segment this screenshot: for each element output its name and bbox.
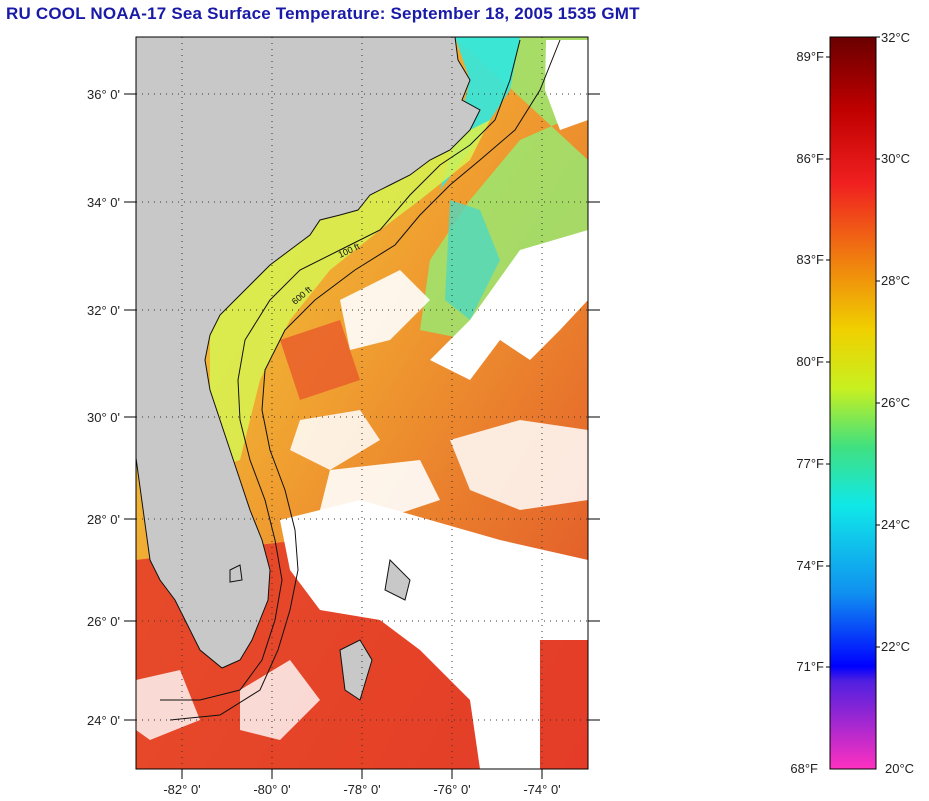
lat-label: 26° 0' <box>87 614 120 629</box>
sst-field <box>136 37 588 769</box>
lat-label: 34° 0' <box>87 195 120 210</box>
colorbar-f-label: 86°F <box>796 151 824 166</box>
colorbar-c-label: 30°C <box>881 151 910 166</box>
colorbar <box>829 36 877 770</box>
colorbar-f-label: 71°F <box>796 659 824 674</box>
colorbar-c-label: 20°C <box>885 761 914 776</box>
cool-eddy <box>445 200 500 320</box>
lat-label: 24° 0' <box>87 713 120 728</box>
lat-label: 32° 0' <box>87 303 120 318</box>
colorbar-c-label: 24°C <box>881 517 910 532</box>
us-mainland <box>136 37 481 669</box>
isobath-600ft <box>169 39 561 721</box>
lat-label: 28° 0' <box>87 512 120 527</box>
colorbar-c-label: 32°C <box>881 30 910 45</box>
lon-label: -76° 0' <box>433 782 470 797</box>
graticule <box>136 37 588 769</box>
colorbar-ticks <box>826 36 880 668</box>
map-title: RU COOL NOAA-17 Sea Surface Temperature:… <box>6 4 640 23</box>
colorbar-f-label: 77°F <box>796 456 824 471</box>
bahamas-islands <box>229 558 411 701</box>
lon-label: -78° 0' <box>343 782 380 797</box>
colorbar-c-label: 26°C <box>881 395 910 410</box>
inner-shelf-water <box>210 120 490 470</box>
colorbar-c-label: 22°C <box>881 639 910 654</box>
colorbar-f-label: 68°F <box>790 761 818 776</box>
lon-label: -82° 0' <box>163 782 200 797</box>
colorbar-f-label: 74°F <box>796 558 824 573</box>
lon-label: -74° 0' <box>523 782 560 797</box>
lat-label: 30° 0' <box>87 410 120 425</box>
colorbar-f-label: 80°F <box>796 354 824 369</box>
isobath-100ft <box>160 39 521 701</box>
colorbar-c-label: 28°C <box>881 273 910 288</box>
gulf-stream-core <box>280 320 360 400</box>
colorbar-f-label: 83°F <box>796 252 824 267</box>
colorbar-f-label: 89°F <box>796 49 824 64</box>
lat-label: 36° 0' <box>87 87 120 102</box>
cloud-cover <box>136 40 588 769</box>
axis-ticks <box>124 93 600 779</box>
lon-label: -80° 0' <box>253 782 290 797</box>
